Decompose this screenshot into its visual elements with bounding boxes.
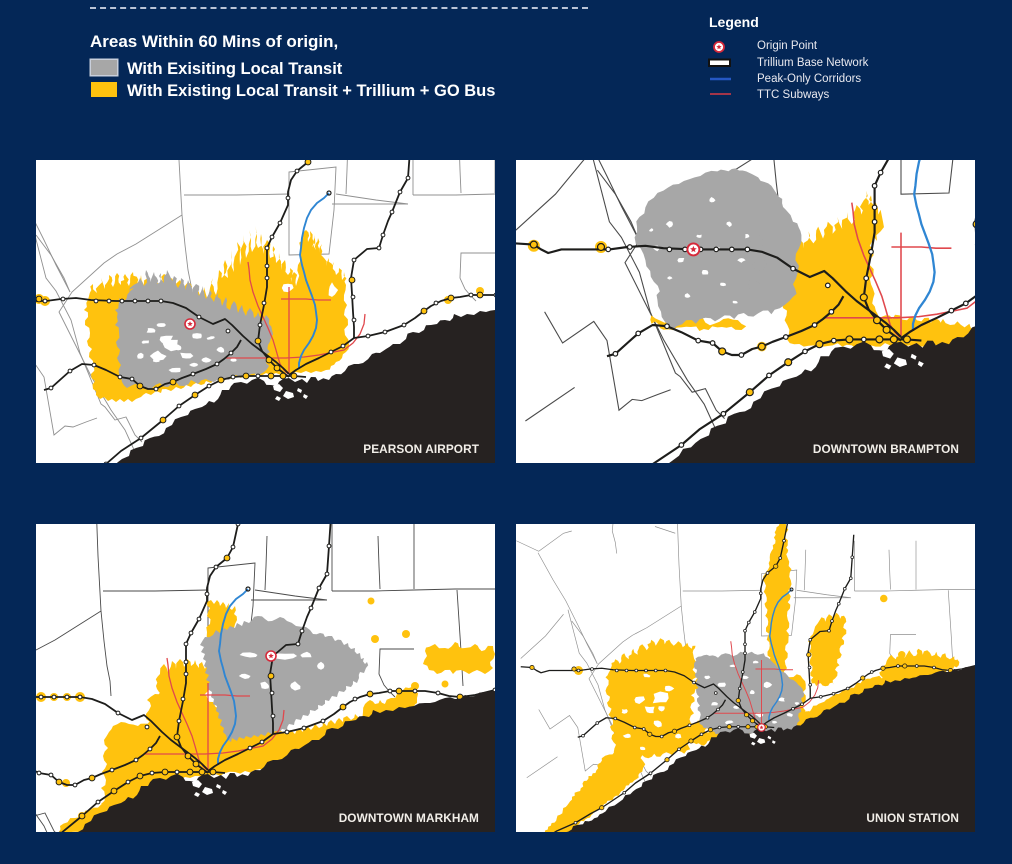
svg-text:DOWNTOWN MARKHAM: DOWNTOWN MARKHAM <box>339 811 479 825</box>
svg-text:DOWNTOWN BRAMPTON: DOWNTOWN BRAMPTON <box>813 442 959 456</box>
svg-text:UNION STATION: UNION STATION <box>866 811 959 825</box>
svg-text:PEARSON AIRPORT: PEARSON AIRPORT <box>363 442 479 456</box>
